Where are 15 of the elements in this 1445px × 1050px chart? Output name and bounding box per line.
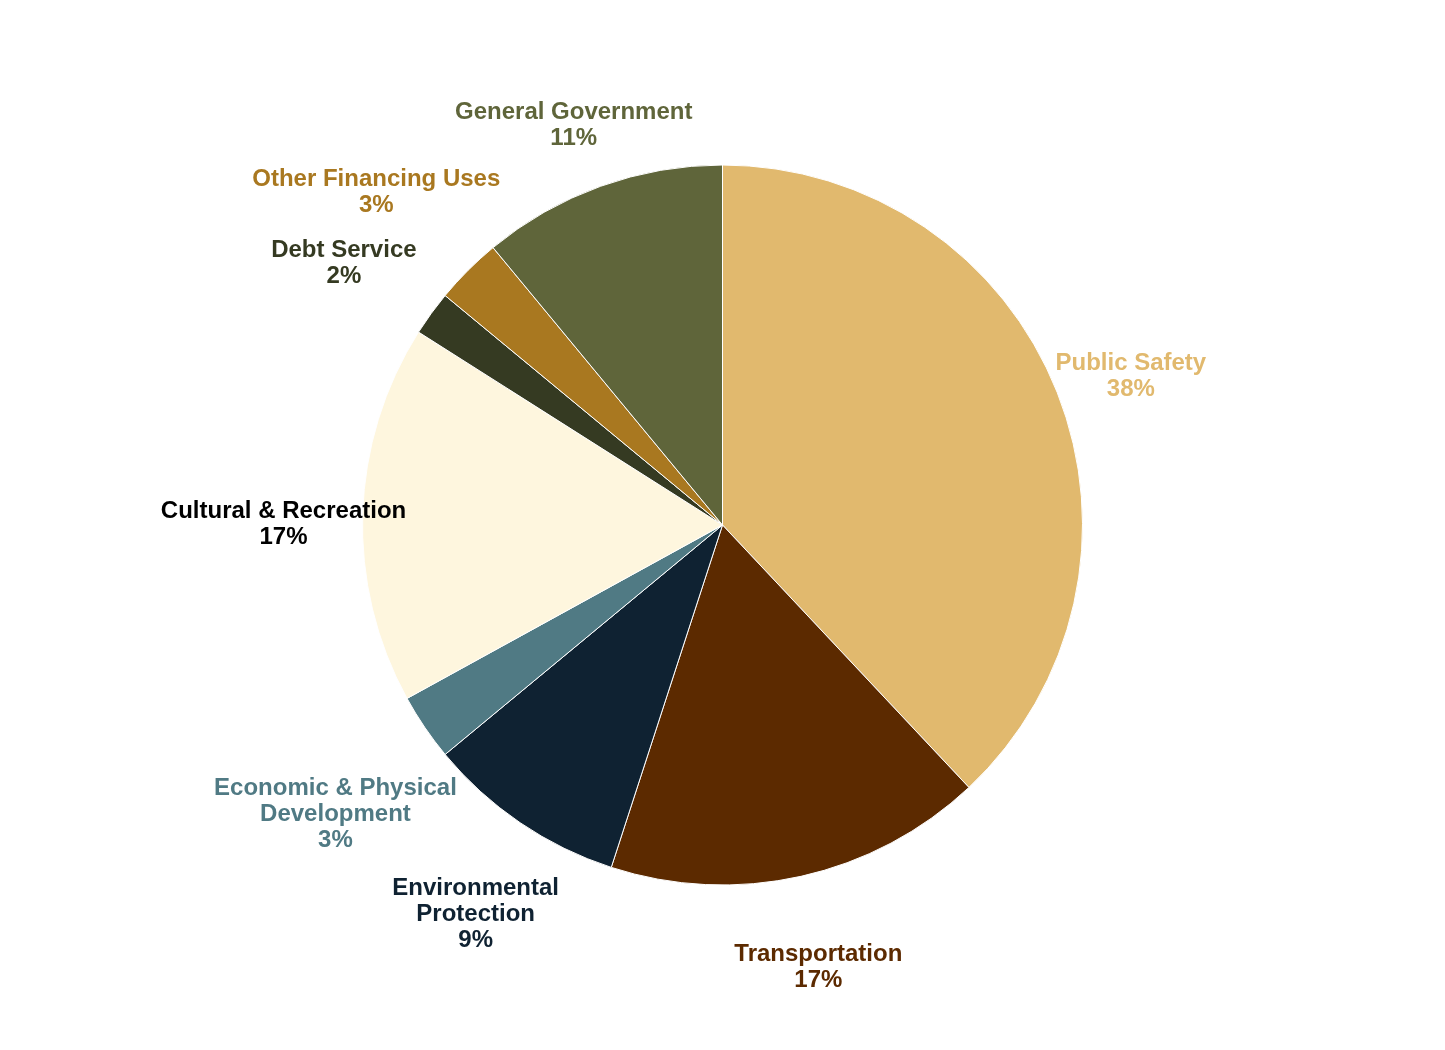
slice-label: General Government xyxy=(455,96,693,124)
slice-label: Public Safety xyxy=(1055,348,1207,376)
slice-label: Environmental Protection xyxy=(392,873,559,927)
data-label: 3% xyxy=(358,189,394,217)
data-label: 11% xyxy=(550,122,598,150)
data-label: 17% xyxy=(259,522,308,550)
slice-label: Debt Service xyxy=(271,234,417,262)
data-label: 3% xyxy=(318,825,353,853)
slice-label: Cultural & Recreation xyxy=(160,496,407,524)
data-label: 9% xyxy=(458,925,493,953)
slice-label: Other Financing Uses xyxy=(252,163,501,191)
data-label: 38% xyxy=(1106,374,1155,402)
slice-label: Transportation xyxy=(734,938,903,966)
data-label: 2% xyxy=(326,260,362,288)
slice-label: Economic & Physical Development xyxy=(214,773,457,827)
